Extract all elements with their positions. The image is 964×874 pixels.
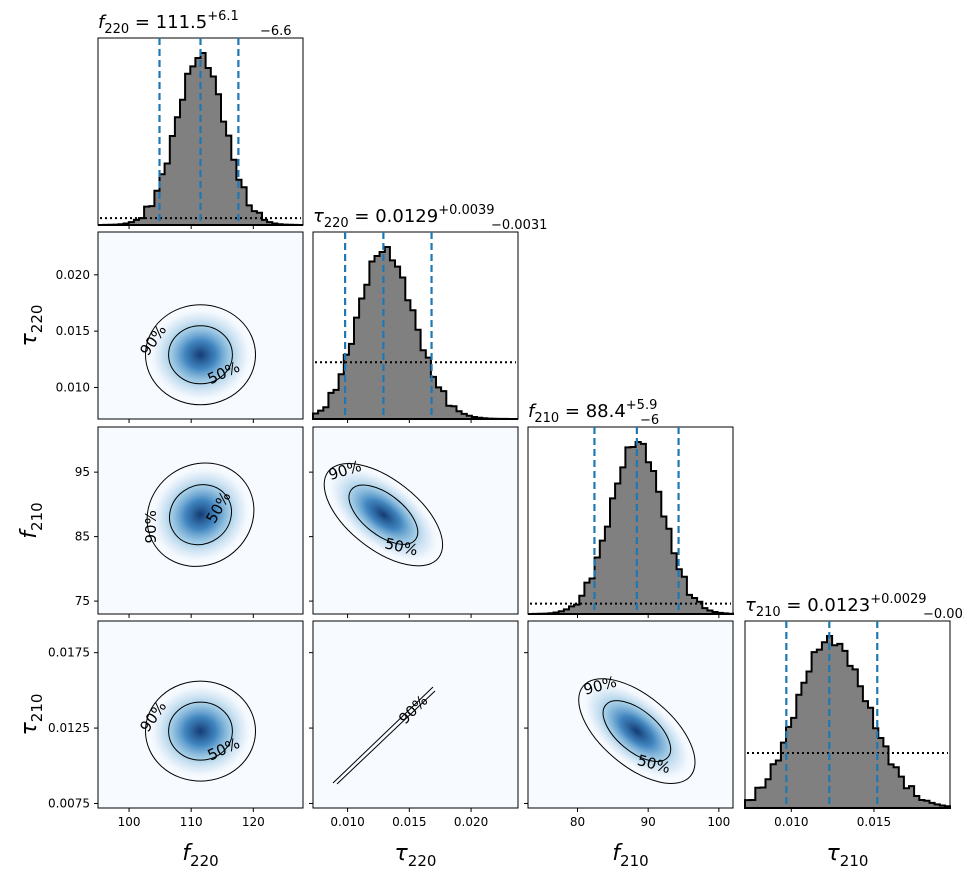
- ytick-label-tau220-2: 0.020: [56, 268, 90, 282]
- xtick-label-tau220-2: 0.020: [454, 815, 488, 829]
- xtick-label-tau220-1: 0.015: [392, 815, 426, 829]
- hist-panel-tau210: [744, 620, 951, 809]
- ytick-label-f210-0: 75: [75, 594, 90, 608]
- contour-50: [169, 484, 232, 546]
- contour-90: [323, 463, 444, 567]
- histogram-f210: [528, 441, 734, 615]
- density-blob: [149, 465, 252, 564]
- xtick-label-tau220-0: 0.010: [330, 815, 364, 829]
- ylabel-tau210: τ210: [17, 694, 46, 736]
- contour-90: [145, 304, 256, 406]
- ylabel-tau220: τ220: [17, 305, 46, 347]
- ytick-label-tau210-2: 0.0175: [48, 646, 90, 660]
- density-panel-f220-f210: 90%50%: [97, 426, 304, 615]
- xtick-label-f220-1: 110: [180, 815, 203, 829]
- hist-title-minus-tau220: −0.0031: [491, 218, 547, 233]
- hist-panel-f210: [527, 426, 734, 615]
- xtick-label-tau210-1: 0.015: [857, 815, 891, 829]
- density-blob: [148, 307, 253, 403]
- xlabel-f220: f220: [182, 841, 218, 870]
- xlabel-tau210: τ210: [827, 841, 869, 870]
- contour-50: [168, 701, 233, 761]
- hist-title-tau220: τ220 = 0.0129+0.0039: [313, 203, 495, 231]
- contour-90: [146, 462, 255, 567]
- xtick-label-f220-0: 100: [118, 815, 141, 829]
- contour-50: [602, 700, 672, 762]
- ytick-label-tau220-0: 0.010: [56, 380, 90, 394]
- xlabel-tau220: τ220: [395, 841, 437, 870]
- xlabel-f210: f210: [612, 841, 648, 870]
- contour-50: [168, 325, 233, 385]
- histogram-tau210: [744, 635, 951, 809]
- ytick-label-tau210-1: 0.0125: [48, 721, 90, 735]
- hist-panel-f220: [97, 37, 304, 226]
- contour-label-90: 90%: [142, 510, 160, 543]
- ytick-label-tau210-0: 0.0075: [48, 796, 90, 810]
- density-panel-tau220-tau210: 90%: [312, 620, 519, 809]
- hist-title-f220: f220 = 111.5+6.1: [98, 9, 239, 37]
- density-panel-f210-tau210: 90%50%: [527, 620, 734, 809]
- hist-title-minus-f210: −6: [640, 413, 659, 428]
- hist-title-tau210: τ210 = 0.0123+0.0029: [745, 592, 927, 620]
- contour-50: [348, 484, 419, 545]
- density-panel-f220-tau210: 90%50%: [97, 620, 304, 809]
- ytick-label-f210-2: 95: [75, 465, 90, 479]
- contour-90-line-b: [336, 690, 436, 785]
- density-blob: [148, 683, 253, 779]
- hist-title-minus-f220: −6.6: [260, 24, 292, 39]
- ytick-label-tau220-1: 0.015: [56, 324, 90, 338]
- contour-90: [145, 680, 256, 782]
- xtick-label-tau210-0: 0.010: [774, 815, 808, 829]
- density-blob: [581, 681, 693, 781]
- xtick-label-f210-2: 100: [707, 815, 730, 829]
- contour-90: [578, 678, 696, 784]
- hist-title-f210: f210 = 88.4+5.9: [528, 398, 657, 426]
- ytick-label-f210-1: 85: [75, 530, 90, 544]
- density-panel-f220-tau220: 90%50%: [97, 231, 304, 420]
- density-panel-tau220-f210: 90%50%: [312, 426, 519, 615]
- xtick-label-f220-2: 120: [242, 815, 265, 829]
- hist-panel-tau220: [312, 231, 519, 420]
- xtick-label-f210-1: 90: [641, 815, 656, 829]
- contour-90-line: [332, 686, 434, 784]
- ylabel-f210: f210: [17, 502, 46, 538]
- hist-title-minus-tau210: −0.0026: [923, 607, 964, 622]
- xtick-label-f210-0: 80: [570, 815, 585, 829]
- density-blob: [327, 466, 440, 564]
